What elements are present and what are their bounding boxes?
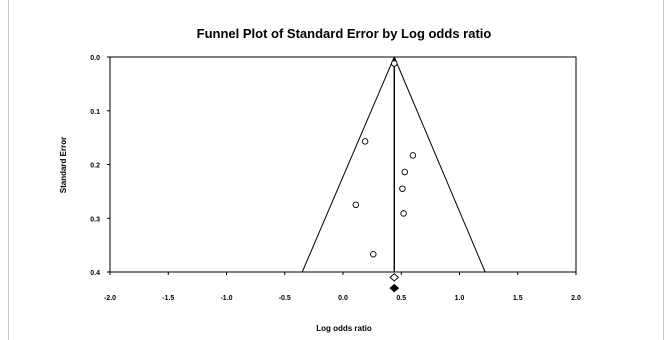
funnel-right-limit [393, 56, 486, 273]
plot-area-border [109, 56, 577, 273]
study-point [361, 138, 369, 145]
combined-effect-diamond [389, 283, 400, 293]
observed-effect-diamond [389, 273, 400, 282]
y-tick-label: 0.4 [90, 270, 100, 277]
y-tick-label: 0.0 [90, 55, 100, 62]
x-tick-label: 1.0 [455, 295, 465, 302]
study-point [409, 152, 417, 159]
study-point [400, 210, 407, 217]
x-tick-label: -0.5 [279, 295, 291, 302]
x-tick-label: 1.5 [513, 295, 523, 302]
x-tick-label: 0.5 [396, 295, 406, 302]
study-point [370, 251, 377, 258]
x-tick-label: 0.0 [338, 295, 348, 302]
y-tick-label: 0.1 [90, 109, 100, 116]
x-axis-label: Log odds ratio [316, 324, 372, 333]
study-point [391, 60, 398, 67]
funnel-left-limit [301, 56, 395, 273]
chart-title: Funnel Plot of Standard Error by Log odd… [197, 26, 492, 41]
study-point [399, 185, 406, 192]
study-point [401, 168, 408, 176]
y-tick-label: 0.2 [90, 163, 100, 170]
x-tick-label: 2.0 [571, 295, 581, 302]
y-tick-label: 0.3 [90, 216, 100, 223]
x-tick-label: -1.5 [162, 295, 174, 302]
study-point [352, 201, 360, 209]
x-tick-label: -1.0 [220, 295, 232, 302]
y-axis-label: Standard Error [59, 137, 68, 193]
chart-frame [8, 0, 664, 340]
x-tick-label: -2.0 [104, 295, 116, 302]
